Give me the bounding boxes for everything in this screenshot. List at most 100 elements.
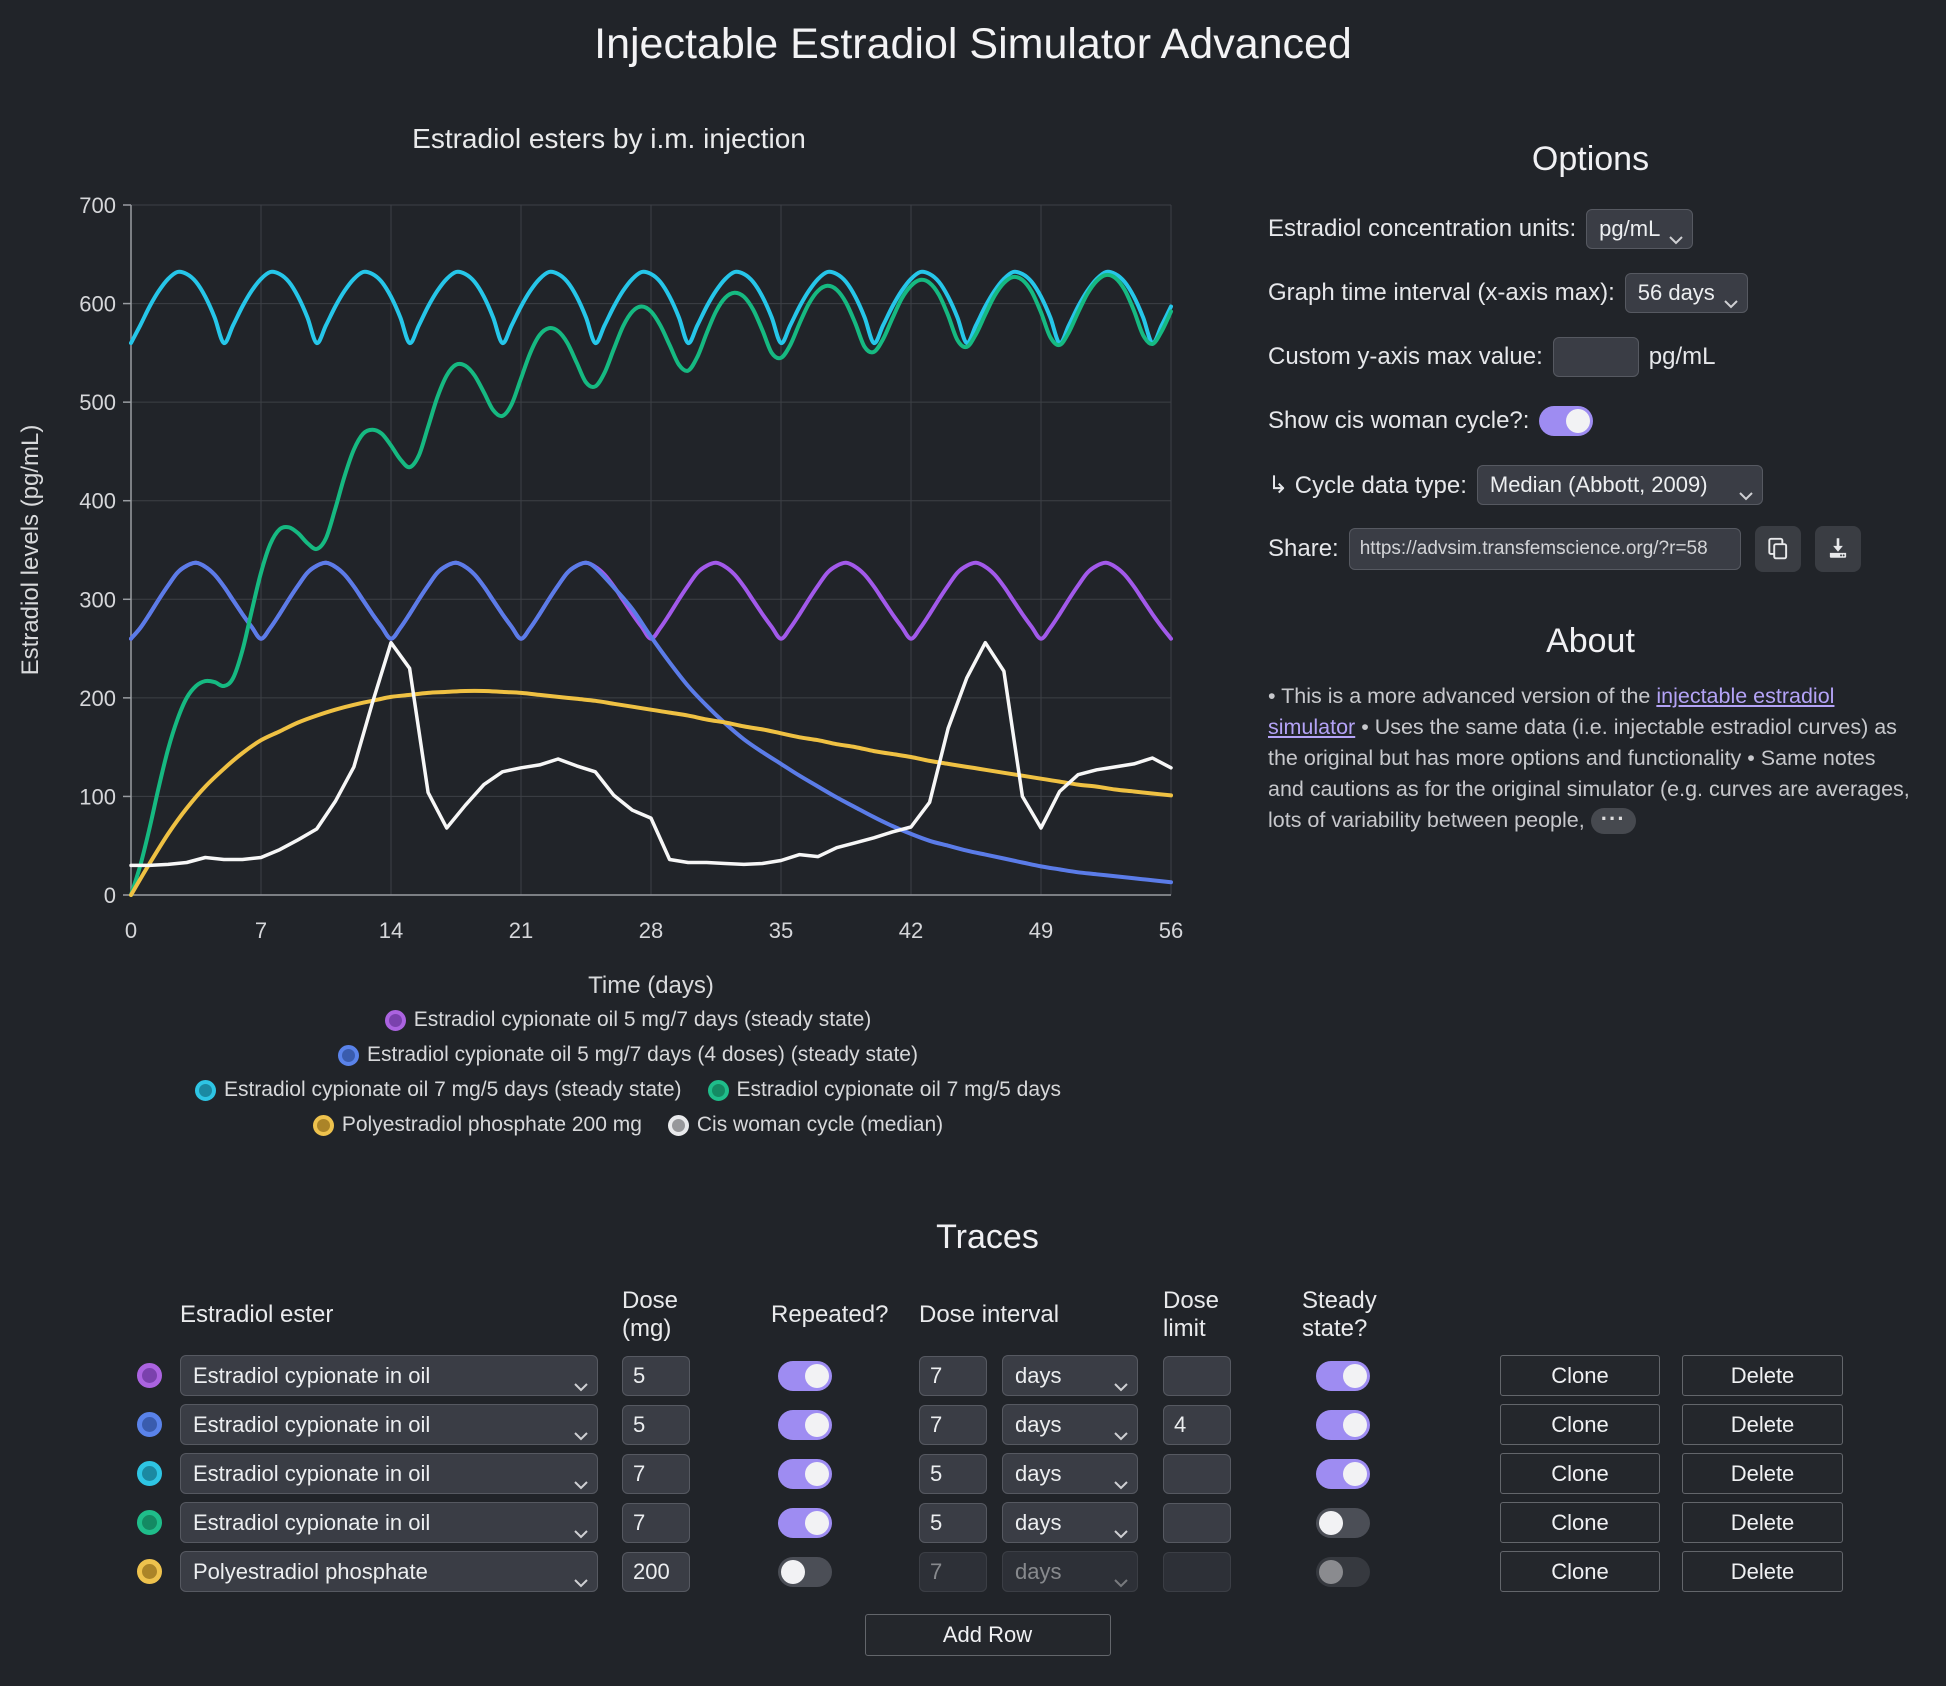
interval-unit-select[interactable]: days	[1002, 1502, 1138, 1543]
clone-button[interactable]: Clone	[1500, 1453, 1660, 1494]
toggle-knob	[1343, 1461, 1367, 1486]
units-value: pg/mL	[1599, 216, 1661, 241]
ester-value: Estradiol cypionate in oil	[193, 1362, 431, 1388]
traces-heading: Traces	[936, 1218, 1039, 1256]
dose-limit-input[interactable]	[1163, 1404, 1231, 1445]
toggle-knob	[804, 1363, 829, 1388]
ester-select[interactable]: Estradiol cypionate in oil	[180, 1355, 598, 1396]
steady-state-toggle[interactable]	[1316, 1360, 1370, 1391]
dose-interval-input[interactable]	[919, 1502, 987, 1543]
dose-input[interactable]	[622, 1453, 690, 1494]
dose-limit-input[interactable]	[1163, 1355, 1231, 1396]
add-row-button[interactable]: Add Row	[864, 1614, 1111, 1656]
interval-unit-value: days	[1015, 1362, 1062, 1388]
ester-value: Estradiol cypionate in oil	[193, 1411, 431, 1437]
legend-item[interactable]: Polyestradiol phosphate 200 mg	[312, 1113, 642, 1137]
x-tick-label: 56	[1159, 918, 1183, 943]
dose-interval-input[interactable]	[919, 1355, 987, 1396]
y-axis-title: Estradiol levels (pg/mL)	[17, 425, 44, 676]
interval-unit-value: days	[1015, 1411, 1062, 1437]
x-tick-label: 28	[639, 918, 663, 943]
units-select[interactable]: pg/mL	[1586, 209, 1694, 249]
dose-input[interactable]	[622, 1355, 690, 1396]
repeated-toggle[interactable]	[777, 1458, 832, 1489]
repeated-toggle[interactable]	[777, 1409, 832, 1440]
ester-select[interactable]: Estradiol cypionate in oil	[180, 1404, 598, 1445]
repeated-toggle[interactable]	[777, 1507, 832, 1538]
copy-link-button[interactable]	[1754, 526, 1801, 572]
cycle-type-value: Median (Abbott, 2009)	[1489, 472, 1708, 497]
series-line-1	[129, 560, 1173, 885]
legend-item[interactable]: Estradiol cypionate oil 7 mg/5 days (ste…	[194, 1078, 682, 1102]
interval-unit-select[interactable]: days	[1002, 1355, 1138, 1396]
legend-dot-green	[707, 1079, 729, 1101]
dose-interval-input[interactable]	[919, 1551, 987, 1592]
chevron-down-icon	[1114, 1568, 1128, 1594]
expand-ellipsis-button[interactable]: ···	[1590, 808, 1636, 835]
dose-interval-input[interactable]	[919, 1453, 987, 1494]
x-tick-label: 35	[769, 918, 793, 943]
page-title: Injectable Estradiol Simulator Advanced	[594, 20, 1352, 68]
clone-button[interactable]: Clone	[1500, 1502, 1660, 1543]
ester-select[interactable]: Polyestradiol phosphate	[180, 1551, 598, 1592]
legend-item[interactable]: Estradiol cypionate oil 5 mg/7 days (ste…	[384, 1008, 871, 1032]
time-interval-select[interactable]: 56 days	[1624, 273, 1748, 313]
dose-input[interactable]	[622, 1551, 690, 1592]
repeated-toggle[interactable]	[777, 1556, 832, 1587]
header-steady-state: Steady state?	[1302, 1287, 1377, 1342]
share-row: Share:	[1268, 526, 1913, 572]
legend-item[interactable]: Estradiol cypionate oil 7 mg/5 days	[707, 1078, 1061, 1102]
dose-interval-input[interactable]	[919, 1404, 987, 1445]
clone-button[interactable]: Clone	[1500, 1355, 1660, 1396]
y-tick-label: 300	[79, 587, 116, 612]
interval-unit-value: days	[1015, 1558, 1062, 1584]
steady-state-toggle[interactable]	[1316, 1458, 1370, 1489]
x-axis-title: Time (days)	[588, 972, 714, 999]
legend-dot-yellow	[312, 1114, 334, 1136]
chevron-down-icon	[574, 1421, 588, 1447]
chevron-down-icon	[574, 1372, 588, 1398]
dose-limit-input[interactable]	[1163, 1502, 1231, 1543]
interval-unit-select[interactable]: days	[1002, 1404, 1138, 1445]
interval-unit-select[interactable]: days	[1002, 1551, 1138, 1592]
ymax-input[interactable]	[1552, 337, 1639, 377]
repeated-toggle[interactable]	[777, 1360, 832, 1391]
dose-limit-input[interactable]	[1163, 1551, 1231, 1592]
dose-input[interactable]	[622, 1502, 690, 1543]
steady-state-toggle[interactable]	[1316, 1556, 1370, 1587]
cycle-type-select[interactable]: Median (Abbott, 2009)	[1476, 465, 1763, 505]
share-url-input[interactable]	[1348, 528, 1741, 570]
dose-limit-input[interactable]	[1163, 1453, 1231, 1494]
legend-dot-cyan	[194, 1079, 216, 1101]
simulator-link[interactable]: injectable estradiol simulator	[1268, 684, 1835, 739]
delete-button[interactable]: Delete	[1682, 1551, 1843, 1592]
clone-button[interactable]: Clone	[1500, 1551, 1660, 1592]
legend-item[interactable]: Estradiol cypionate oil 5 mg/7 days (4 d…	[338, 1043, 918, 1067]
show-cycle-toggle[interactable]	[1539, 406, 1594, 436]
clone-button[interactable]: Clone	[1500, 1404, 1660, 1445]
ester-select[interactable]: Estradiol cypionate in oil	[180, 1453, 598, 1494]
about-text: • This is a more advanced version of the…	[1268, 681, 1913, 836]
chevron-down-icon	[574, 1568, 588, 1594]
ester-select[interactable]: Estradiol cypionate in oil	[180, 1502, 598, 1543]
steady-state-toggle[interactable]	[1316, 1409, 1370, 1440]
delete-button[interactable]: Delete	[1682, 1502, 1843, 1543]
download-button[interactable]	[1814, 526, 1861, 572]
legend-item[interactable]: Cis woman cycle (median)	[667, 1113, 943, 1137]
trace-row-2: Estradiol cypionate in oil days Clone De…	[130, 1404, 1845, 1445]
chevron-down-icon	[1114, 1421, 1128, 1447]
delete-button[interactable]: Delete	[1682, 1404, 1843, 1445]
legend-dot-purple	[384, 1009, 406, 1031]
dose-input[interactable]	[622, 1404, 690, 1445]
interval-unit-select[interactable]: days	[1002, 1453, 1138, 1494]
delete-button[interactable]: Delete	[1682, 1453, 1843, 1494]
chevron-down-icon	[1114, 1519, 1128, 1545]
toggle-knob	[1566, 409, 1591, 433]
chevron-down-icon	[1114, 1372, 1128, 1398]
delete-button[interactable]: Delete	[1682, 1355, 1843, 1396]
x-tick-label: 21	[509, 918, 533, 943]
steady-state-toggle[interactable]	[1316, 1507, 1370, 1538]
chart-legend: Estradiol cypionate oil 5 mg/7 days (ste…	[8, 1008, 1248, 1148]
header-ester: Estradiol ester	[180, 1301, 334, 1328]
y-tick-label: 400	[79, 489, 116, 514]
